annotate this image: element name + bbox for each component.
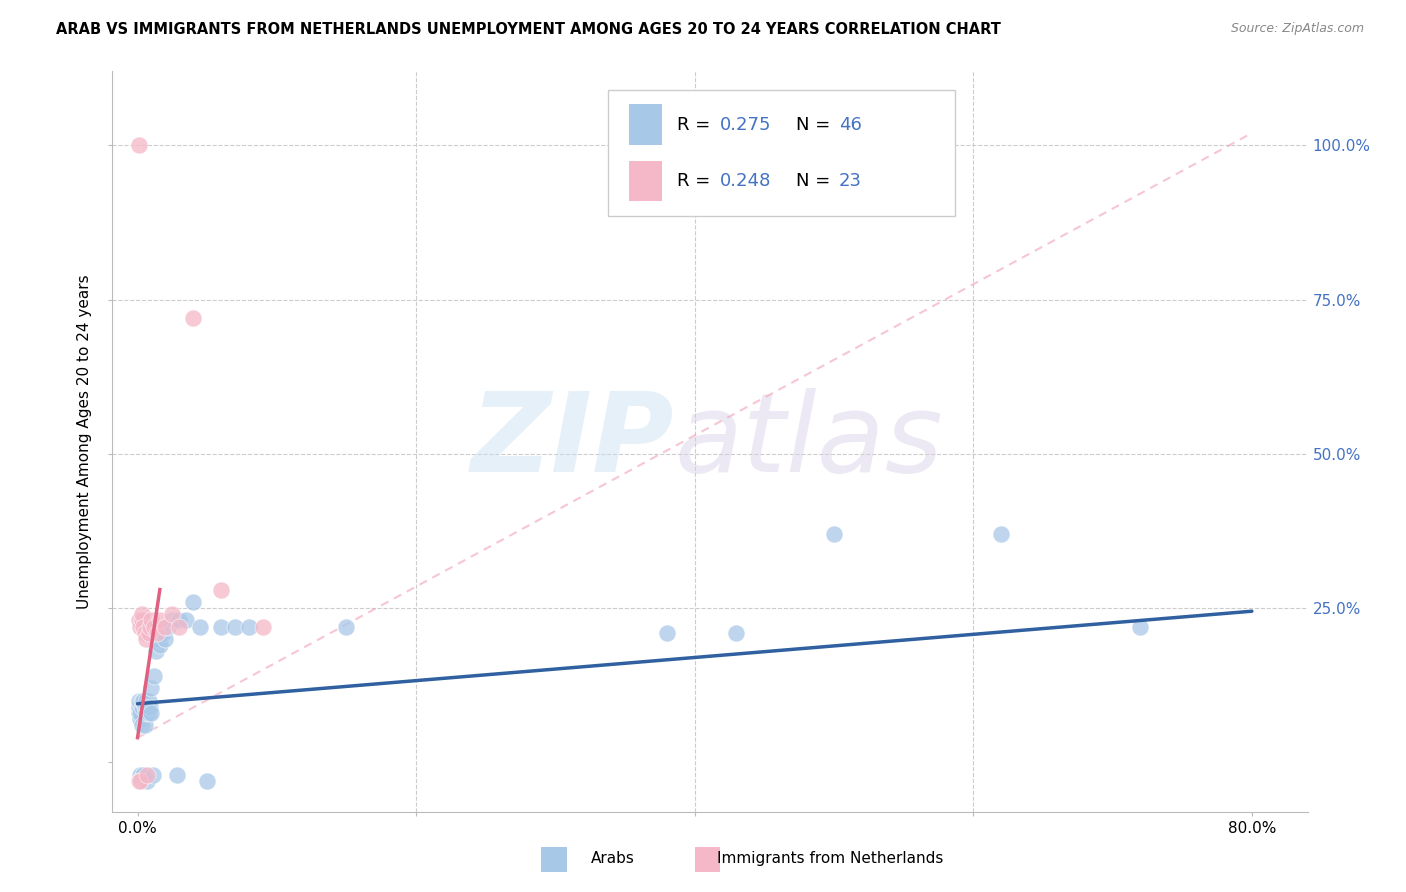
Point <box>142 767 165 781</box>
Point <box>335 619 357 633</box>
FancyBboxPatch shape <box>609 90 955 216</box>
Point <box>181 595 204 609</box>
Point <box>149 614 172 628</box>
Point <box>155 632 177 646</box>
Text: R =: R = <box>676 116 716 134</box>
Point <box>238 619 260 633</box>
Text: N =: N = <box>796 172 837 190</box>
Point <box>132 619 155 633</box>
Text: ARAB VS IMMIGRANTS FROM NETHERLANDS UNEMPLOYMENT AMONG AGES 20 TO 24 YEARS CORRE: ARAB VS IMMIGRANTS FROM NETHERLANDS UNEM… <box>56 22 1001 37</box>
Text: ZIP: ZIP <box>471 388 675 495</box>
Point <box>195 773 218 788</box>
Point <box>145 644 167 658</box>
Point <box>823 527 845 541</box>
Point <box>128 699 150 714</box>
Point <box>139 619 162 633</box>
Point <box>162 607 184 622</box>
Point <box>148 632 170 646</box>
Point <box>134 699 156 714</box>
Point <box>136 699 159 714</box>
Text: 0.248: 0.248 <box>720 172 770 190</box>
Point <box>135 632 157 646</box>
Point <box>169 619 191 633</box>
Text: N =: N = <box>796 116 837 134</box>
Point <box>129 767 152 781</box>
Text: 46: 46 <box>839 116 862 134</box>
Point <box>129 712 152 726</box>
Point <box>136 773 159 788</box>
Point <box>128 694 150 708</box>
Point <box>143 669 166 683</box>
Point <box>224 619 246 633</box>
Point <box>131 607 153 622</box>
Bar <box>628 161 662 202</box>
Point <box>128 138 150 153</box>
Point <box>146 625 169 640</box>
Point <box>129 619 152 633</box>
Point <box>155 619 177 633</box>
Point <box>135 706 157 720</box>
Text: Immigrants from Netherlands: Immigrants from Netherlands <box>717 851 943 865</box>
Point <box>132 767 155 781</box>
Point <box>135 694 157 708</box>
Point <box>141 706 163 720</box>
Point <box>188 619 211 633</box>
Point <box>138 694 160 708</box>
Point <box>141 681 163 696</box>
Point <box>131 699 153 714</box>
Point <box>176 614 198 628</box>
Point <box>990 527 1012 541</box>
Point <box>134 625 156 640</box>
Point <box>138 625 160 640</box>
Point <box>132 694 155 708</box>
Point <box>131 718 153 732</box>
Point <box>129 773 152 788</box>
Text: R =: R = <box>676 172 716 190</box>
Point <box>209 619 232 633</box>
Point <box>136 767 159 781</box>
Point <box>252 619 274 633</box>
Point <box>209 582 232 597</box>
Text: 0.275: 0.275 <box>720 116 770 134</box>
Text: Arabs: Arabs <box>591 851 634 865</box>
Point <box>134 718 156 732</box>
Point <box>128 614 150 628</box>
Point <box>166 767 188 781</box>
Point <box>141 614 163 628</box>
Text: 23: 23 <box>839 172 862 190</box>
Point <box>157 619 180 633</box>
Point <box>128 773 150 788</box>
Point <box>129 706 152 720</box>
Text: atlas: atlas <box>675 388 943 495</box>
Point <box>152 625 174 640</box>
Point <box>149 638 172 652</box>
Text: Source: ZipAtlas.com: Source: ZipAtlas.com <box>1230 22 1364 36</box>
Bar <box>628 104 662 145</box>
Point <box>131 694 153 708</box>
Point <box>138 706 160 720</box>
Point <box>139 699 162 714</box>
Point <box>1129 619 1152 633</box>
Point <box>169 614 191 628</box>
Point <box>128 706 150 720</box>
Y-axis label: Unemployment Among Ages 20 to 24 years: Unemployment Among Ages 20 to 24 years <box>77 274 93 609</box>
Point <box>181 311 204 326</box>
Point <box>131 614 153 628</box>
Point <box>143 619 166 633</box>
Point <box>655 625 678 640</box>
Point <box>725 625 748 640</box>
Point <box>162 614 184 628</box>
